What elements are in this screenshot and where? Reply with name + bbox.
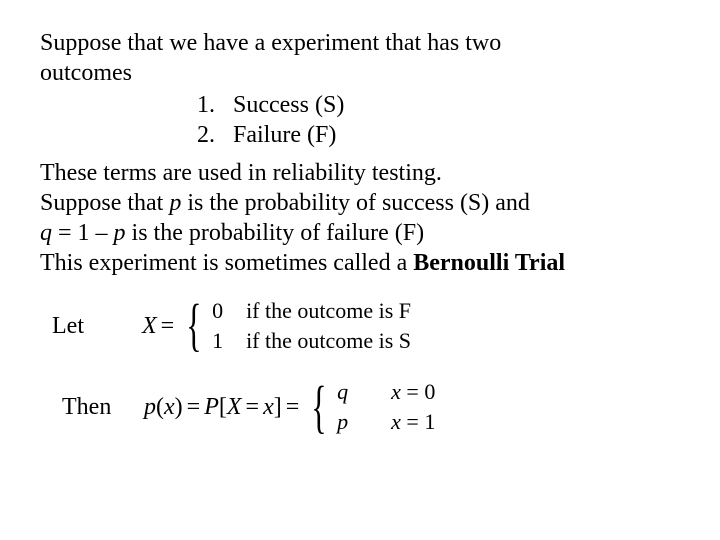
explanation-paragraph: These terms are used in reliability test… bbox=[40, 158, 680, 278]
case-row: q x = 0 bbox=[337, 377, 435, 407]
then-label: Then bbox=[62, 392, 144, 422]
expl-line-3: q = 1 – p is the probability of failure … bbox=[40, 218, 680, 248]
slide-content: Suppose that we have a experiment that h… bbox=[0, 0, 720, 437]
cases-block: 0 if the outcome is F 1 if the outcome i… bbox=[212, 296, 411, 355]
var-p: p bbox=[114, 220, 126, 246]
case-row: p x = 1 bbox=[337, 407, 435, 437]
equals-sign: = bbox=[161, 311, 175, 341]
case-value: 0 bbox=[212, 296, 238, 326]
equals-sign: = bbox=[187, 392, 201, 422]
text-span: This experiment is sometimes called a bbox=[40, 250, 413, 276]
equals-sign: = bbox=[246, 392, 260, 422]
intro-line-2: outcomes bbox=[40, 58, 680, 88]
case-value: p bbox=[337, 407, 365, 437]
case-row: 1 if the outcome is S bbox=[212, 326, 411, 356]
equals-sign: = bbox=[406, 379, 418, 404]
case-condition: x = 0 bbox=[391, 377, 435, 407]
intro-line-1: Suppose that we have a experiment that h… bbox=[40, 28, 680, 58]
list-label: Failure (F) bbox=[233, 120, 336, 150]
case-value: q bbox=[337, 377, 365, 407]
case-condition: if the outcome is S bbox=[246, 326, 411, 356]
var-X: X bbox=[227, 392, 242, 422]
brace-icon: { bbox=[186, 302, 201, 348]
equals-sign: = bbox=[406, 409, 418, 434]
case-condition: if the outcome is F bbox=[246, 296, 411, 326]
var-x: x bbox=[263, 392, 274, 422]
text-span: = 1 – bbox=[52, 220, 114, 246]
cases-block: q x = 0 p x = 1 bbox=[337, 377, 435, 436]
brace-icon: { bbox=[312, 384, 327, 430]
var-q: q bbox=[40, 220, 52, 246]
then-definition: Then p(x) = P[X=x] = { q x = 0 p x = 1 bbox=[40, 377, 680, 436]
prob-P: P bbox=[204, 392, 219, 422]
then-equation: p(x) = P[X=x] = { q x = 0 p x = 1 bbox=[144, 377, 435, 436]
func-p: p bbox=[144, 392, 156, 422]
var-x: x bbox=[164, 392, 175, 422]
let-definition: Let X = { 0 if the outcome is F 1 if the… bbox=[40, 296, 680, 355]
text-span: is the probability of success (S) and bbox=[181, 190, 530, 216]
case-row: 0 if the outcome is F bbox=[212, 296, 411, 326]
text-span: is the probability of failure (F) bbox=[126, 220, 425, 246]
case-condition: x = 1 bbox=[391, 407, 435, 437]
list-label: Success (S) bbox=[233, 90, 344, 120]
case-value: 1 bbox=[212, 326, 238, 356]
expl-line-4: This experiment is sometimes called a Be… bbox=[40, 248, 680, 278]
text-span: Suppose that bbox=[40, 190, 169, 216]
var-p: p bbox=[169, 190, 181, 216]
intro-paragraph: Suppose that we have a experiment that h… bbox=[40, 28, 680, 88]
equals-sign: = bbox=[286, 392, 300, 422]
list-item: 1. Success (S) bbox=[175, 90, 680, 120]
num: 0 bbox=[424, 379, 435, 404]
term-bernoulli-trial: Bernoulli Trial bbox=[413, 250, 565, 276]
expl-line-1: These terms are used in reliability test… bbox=[40, 158, 680, 188]
var-X: X bbox=[142, 311, 157, 341]
outcomes-list: 1. Success (S) 2. Failure (F) bbox=[175, 90, 680, 150]
list-number: 1. bbox=[175, 90, 233, 120]
var-x: x bbox=[391, 409, 401, 434]
list-item: 2. Failure (F) bbox=[175, 120, 680, 150]
let-label: Let bbox=[52, 311, 142, 341]
num: 1 bbox=[424, 409, 435, 434]
expl-line-2: Suppose that p is the probability of suc… bbox=[40, 188, 680, 218]
list-number: 2. bbox=[175, 120, 233, 150]
let-equation: X = { 0 if the outcome is F 1 if the out… bbox=[142, 296, 411, 355]
var-x: x bbox=[391, 379, 401, 404]
